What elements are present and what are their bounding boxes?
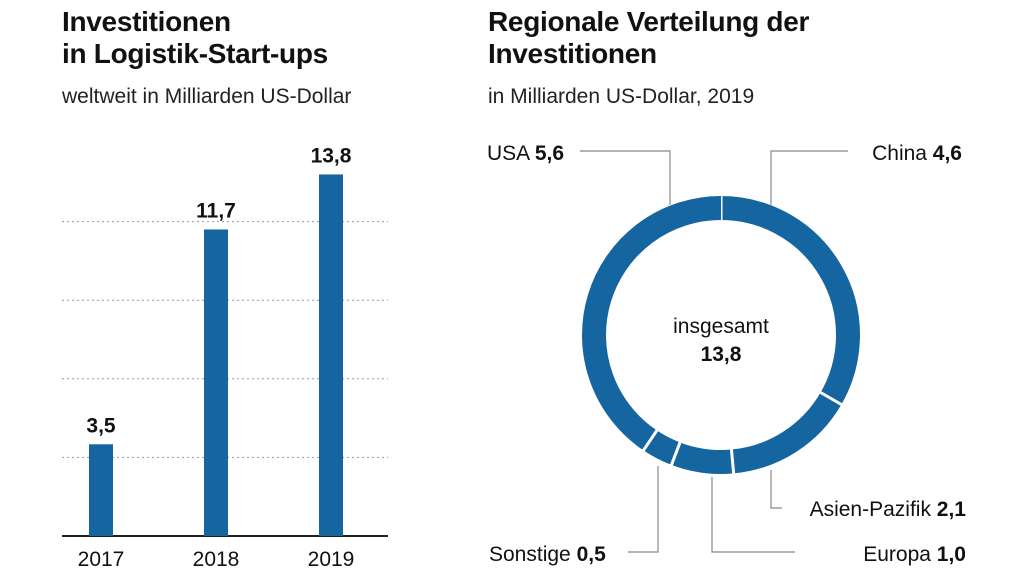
slice-label: Asien-Pazifik 2,1 [810, 498, 967, 521]
slice-separator [641, 428, 659, 453]
slice-name: Europa [863, 543, 937, 566]
donut-slice-europa [671, 442, 734, 474]
bar-chart-title-line2: in Logistik-Start-ups [62, 38, 328, 69]
slice-label: Sonstige 0,5 [489, 543, 606, 566]
slice-label: Europa 1,0 [863, 543, 966, 566]
donut-slice-usa [582, 196, 722, 451]
bar-value-label: 13,8 [311, 144, 352, 167]
leader-line [770, 150, 848, 206]
slice-value: 0,5 [577, 543, 607, 566]
donut-chart-title-line2: Investitionen [488, 38, 657, 69]
x-tick-label: 2017 [78, 548, 125, 571]
slice-separator [729, 448, 736, 475]
bar-value-label: 3,5 [86, 414, 116, 437]
slice-name: China [872, 142, 933, 165]
bar-2019 [319, 174, 343, 536]
slice-separator [818, 390, 843, 407]
donut-center-value: 13,8 [701, 343, 742, 366]
donut-chart-title: Regionale Verteilung der Investitionen [488, 6, 908, 70]
slice-separator [669, 440, 682, 467]
bar-2018 [204, 229, 228, 536]
leader-line [711, 477, 795, 553]
bar-chart-title: Investitionen in Logistik-Start-ups [62, 6, 442, 70]
donut-chart-title-line1: Regionale Verteilung der [488, 6, 810, 37]
x-tick-label: 2018 [193, 548, 240, 571]
donut-slice-sonstige [643, 430, 681, 465]
x-tick-label: 2019 [308, 548, 355, 571]
slice-value: 5,6 [535, 142, 564, 165]
donut-slice-china [720, 196, 860, 405]
slice-name: USA [487, 142, 535, 165]
donut-chart-subtitle: in Milliarden US-Dollar, 2019 [488, 85, 755, 108]
slice-label: USA 5,6 [487, 142, 564, 165]
leader-line [628, 466, 659, 553]
donut-center-label: insgesamt [673, 315, 769, 338]
slice-name: Asien-Pazifik [810, 498, 937, 521]
slice-label: China 4,6 [872, 142, 962, 165]
slice-value: 1,0 [937, 543, 966, 566]
leader-line [770, 470, 782, 509]
bar-value-label: 11,7 [196, 199, 236, 222]
leader-line [580, 150, 671, 205]
slice-name: Sonstige [489, 543, 577, 566]
slice-value: 2,1 [937, 498, 967, 521]
donut-slice-asien-pazifik [731, 392, 842, 474]
bar-chart-title-line1: Investitionen [62, 6, 231, 37]
bar-chart-subtitle: weltweit in Milliarden US-Dollar [62, 85, 352, 108]
slice-value: 4,6 [933, 142, 962, 165]
bar-2017 [89, 444, 113, 536]
